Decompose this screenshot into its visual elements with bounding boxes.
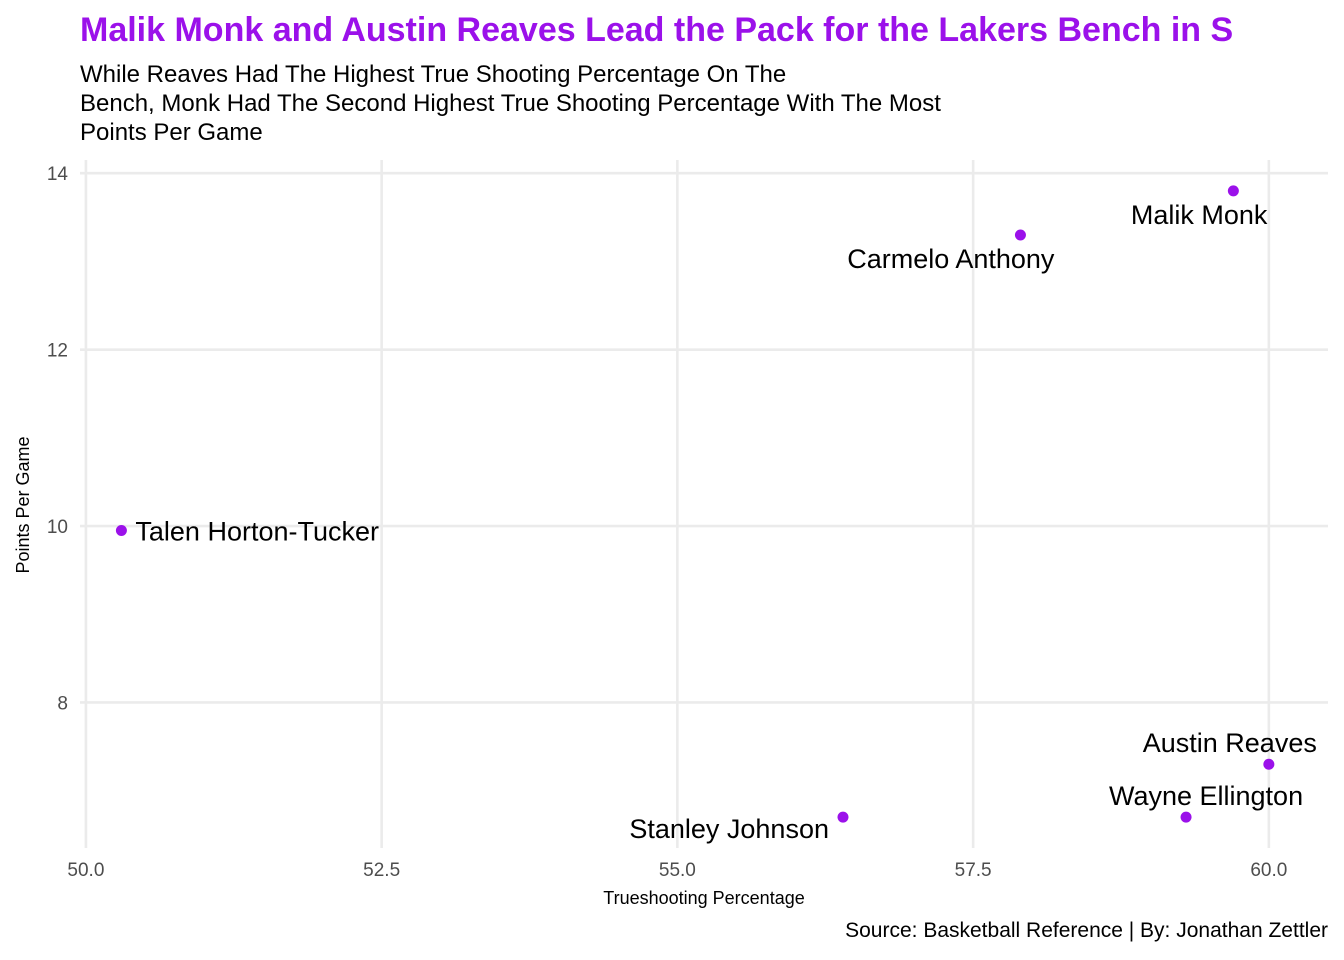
y-tick-label: 14 bbox=[47, 164, 69, 185]
data-point bbox=[1227, 185, 1239, 197]
data-point bbox=[1263, 758, 1275, 770]
x-axis-title: Trueshooting Percentage bbox=[603, 888, 804, 908]
data-point bbox=[115, 524, 127, 536]
point-label: Carmelo Anthony bbox=[847, 244, 1055, 274]
data-point bbox=[837, 811, 849, 823]
y-tick-label: 8 bbox=[57, 693, 68, 714]
point-label: Wayne Ellington bbox=[1109, 781, 1303, 811]
point-label: Stanley Johnson bbox=[629, 814, 829, 844]
chart-subtitle: While Reaves Had The Highest True Shooti… bbox=[80, 60, 1080, 147]
x-tick-label: 60.0 bbox=[1250, 860, 1287, 881]
point-label: Talen Horton-Tucker bbox=[135, 516, 379, 546]
x-tick-label: 55.0 bbox=[659, 860, 696, 881]
gridlines bbox=[80, 160, 1328, 848]
y-tick-label: 10 bbox=[47, 517, 68, 538]
x-tick-label: 50.0 bbox=[67, 860, 104, 881]
source-note: Source: Basketball Reference | By: Jonat… bbox=[845, 919, 1328, 942]
subtitle-line-1: While Reaves Had The Highest True Shooti… bbox=[80, 61, 787, 88]
x-tick-label: 52.5 bbox=[363, 860, 400, 881]
data-point bbox=[1180, 811, 1192, 823]
point-label: Austin Reaves bbox=[1143, 728, 1317, 758]
subtitle-line-2: Bench, Monk Had The Second Highest True … bbox=[80, 90, 941, 117]
point-labels: Malik Monk Carmelo Anthony Talen Horton-Tu… bbox=[135, 200, 1316, 844]
y-axis-title: Points Per Game bbox=[13, 436, 33, 573]
data-point bbox=[1014, 229, 1026, 241]
x-tick-label: 57.5 bbox=[955, 860, 992, 881]
data-points bbox=[115, 185, 1275, 823]
point-label: Malik Monk bbox=[1131, 200, 1268, 230]
y-tick-label: 12 bbox=[47, 341, 68, 362]
chart-title: Malik Monk and Austin Reaves Lead the Pa… bbox=[80, 11, 1234, 49]
axis-ticks: 50.0 52.5 55.0 57.5 60.0 8 10 12 14 bbox=[47, 164, 1287, 881]
subtitle-line-3: Points Per Game bbox=[80, 119, 263, 146]
